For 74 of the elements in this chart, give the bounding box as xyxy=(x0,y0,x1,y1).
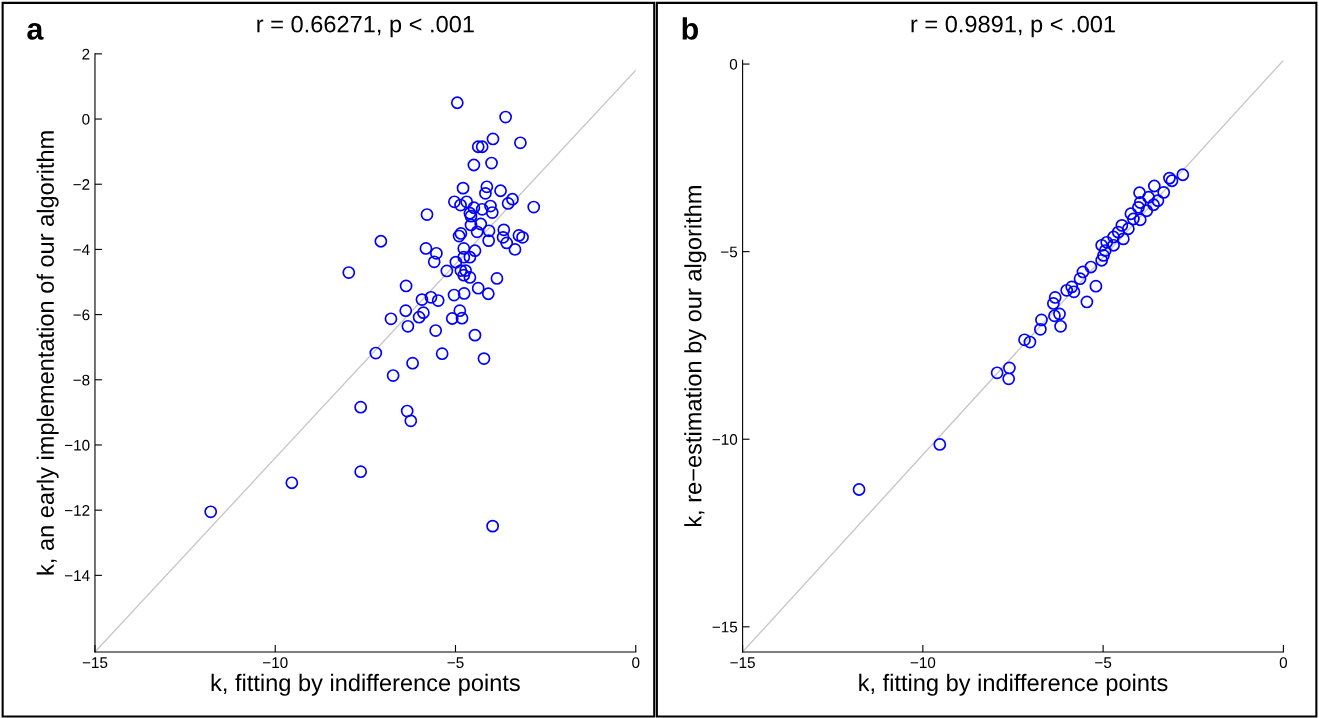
point xyxy=(1067,285,1081,299)
point xyxy=(1035,313,1048,327)
chart-title: r = 0.9891, p < .001 xyxy=(911,15,1115,38)
point xyxy=(1147,198,1160,212)
x-tick-label: −10 xyxy=(910,657,936,669)
point xyxy=(1127,212,1140,226)
x-axis-title: k, fitting by indifference points xyxy=(211,673,520,696)
y-tick-label: −2 xyxy=(73,179,90,190)
point xyxy=(1116,232,1130,246)
y-tick-label: −4 xyxy=(73,244,90,255)
y-tick-label: 0 xyxy=(729,58,738,70)
y-tick-label: −15 xyxy=(712,621,738,633)
point xyxy=(1023,335,1037,349)
point xyxy=(1151,194,1165,208)
x-axis-title: k, fitting by indifference points xyxy=(859,673,1168,696)
point xyxy=(1076,265,1090,279)
point xyxy=(1098,244,1112,257)
point xyxy=(1107,230,1120,244)
x-tick-label: −5 xyxy=(1095,657,1112,669)
point xyxy=(1054,319,1067,333)
point xyxy=(1133,196,1147,209)
point xyxy=(1084,260,1098,274)
text: a xyxy=(27,23,44,40)
point xyxy=(1060,283,1074,297)
point xyxy=(1095,238,1109,252)
point xyxy=(1095,253,1109,267)
point xyxy=(1065,280,1079,294)
chart-title: r = 0.66271, p < .001 xyxy=(257,15,474,38)
point xyxy=(1046,297,1060,310)
point xyxy=(990,366,1004,380)
point xyxy=(1124,207,1138,221)
point xyxy=(1147,179,1161,193)
y-tick-label: −6 xyxy=(73,309,90,321)
y-tick-label: −10 xyxy=(712,434,738,445)
point xyxy=(1121,222,1135,236)
y-axis-title: k, an early implementation of our algorithm xyxy=(36,131,59,575)
point xyxy=(1107,238,1120,252)
point xyxy=(1002,372,1016,386)
point xyxy=(1111,225,1125,239)
text: b xyxy=(682,17,699,40)
point xyxy=(1100,235,1114,249)
point xyxy=(1140,204,1154,218)
point xyxy=(1115,218,1129,232)
y-tick-label: −5 xyxy=(721,246,738,258)
point xyxy=(1048,309,1061,323)
y-tick-label: −8 xyxy=(73,374,90,386)
point xyxy=(1097,249,1110,262)
point xyxy=(1142,190,1155,204)
y-tick-label: 0 xyxy=(82,113,90,125)
x-tick-label: 0 xyxy=(1279,657,1288,669)
point xyxy=(1053,307,1066,321)
point xyxy=(1018,333,1031,347)
y-tick-label: −14 xyxy=(64,570,90,581)
point xyxy=(1132,200,1145,214)
point xyxy=(1157,185,1171,199)
point xyxy=(1048,291,1062,304)
y-tick-label: −12 xyxy=(64,505,90,516)
y-tick-label: 2 xyxy=(82,48,90,60)
point xyxy=(1034,322,1047,336)
point xyxy=(1176,168,1190,182)
point xyxy=(1073,272,1087,286)
point xyxy=(1133,186,1146,200)
point xyxy=(1080,295,1094,309)
point xyxy=(1002,361,1016,375)
point xyxy=(1133,213,1147,227)
x-tick-label: 0 xyxy=(632,657,640,669)
x-tick-label: −5 xyxy=(447,657,464,669)
y-tick-label: −10 xyxy=(64,439,90,451)
x-tick-label: −10 xyxy=(263,657,288,669)
point xyxy=(1089,279,1103,293)
y-axis-title: k, re−estimation by our algorithm xyxy=(684,186,707,527)
point xyxy=(933,438,947,451)
x-tick-label: −15 xyxy=(730,657,755,669)
point xyxy=(852,483,866,496)
